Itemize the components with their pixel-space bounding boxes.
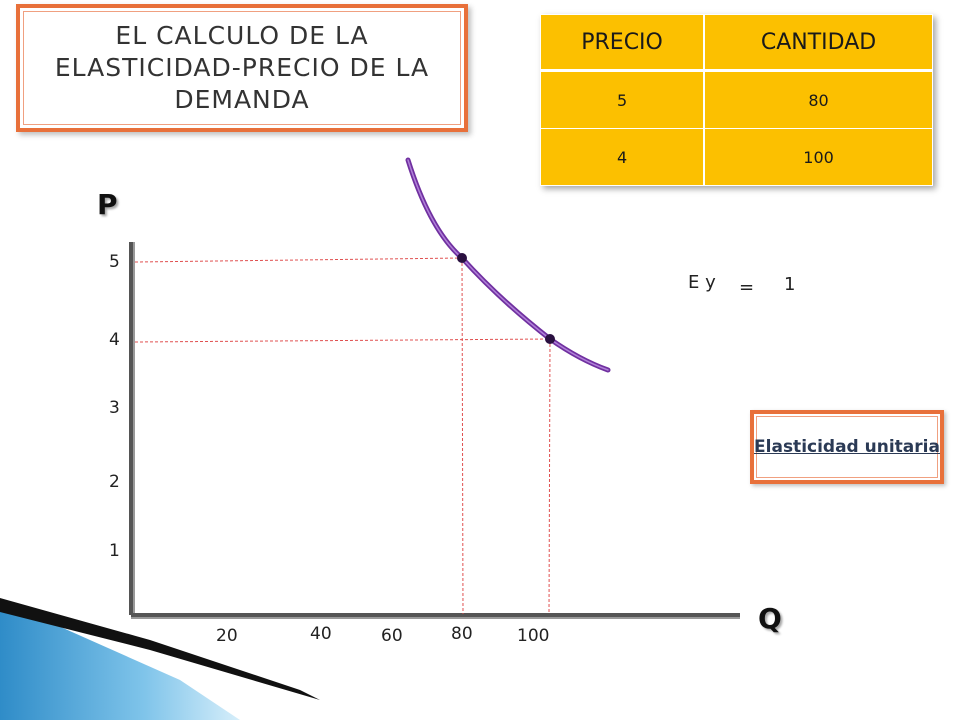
demand-curve-highlight (407, 159, 609, 371)
elasticity-symbol: E y (688, 272, 716, 293)
x-tick: 20 (216, 626, 238, 646)
elasticity-equals: = (739, 277, 755, 298)
y-axis-label: P (97, 188, 118, 221)
point-price-5 (457, 253, 467, 263)
y-tick: 3 (109, 398, 120, 418)
guide-quantity-80 (461, 257, 464, 615)
y-tick: 2 (109, 472, 120, 492)
guide-price-4 (134, 338, 551, 343)
x-tick: 100 (517, 626, 550, 646)
x-tick: 60 (381, 626, 403, 646)
table-row: 4 100 (540, 128, 934, 186)
elasticity-value: 1 (784, 274, 796, 295)
header-cantidad: CANTIDAD (703, 14, 934, 72)
unitary-elasticity-badge: Elasticidad unitaria (750, 410, 944, 484)
point-price-4 (545, 334, 555, 344)
decorative-swoosh-stroke (0, 598, 320, 700)
table-header-row: PRECIO CANTIDAD (540, 14, 934, 72)
x-tick: 80 (451, 624, 473, 644)
x-tick: 40 (310, 624, 332, 644)
price-quantity-table: PRECIO CANTIDAD 5 80 4 100 (540, 14, 934, 186)
guide-price-5 (134, 257, 463, 263)
cell-quantity: 100 (703, 128, 934, 186)
y-tick: 5 (109, 252, 120, 272)
title-box: EL CALCULO DE LA ELASTICIDAD-PRECIO DE L… (16, 4, 468, 132)
y-tick: 1 (109, 541, 120, 561)
guide-quantity-100 (548, 338, 551, 615)
slide-title: EL CALCULO DE LA ELASTICIDAD-PRECIO DE L… (54, 21, 430, 114)
cell-price: 4 (540, 128, 706, 186)
badge-text: Elasticidad unitaria (754, 437, 940, 457)
y-tick: 4 (109, 330, 120, 350)
decorative-swoosh (0, 600, 240, 720)
demand-curve (405, 157, 611, 373)
header-precio: PRECIO (540, 14, 706, 72)
cell-quantity: 80 (703, 70, 934, 129)
x-axis-label: Q (758, 602, 782, 635)
